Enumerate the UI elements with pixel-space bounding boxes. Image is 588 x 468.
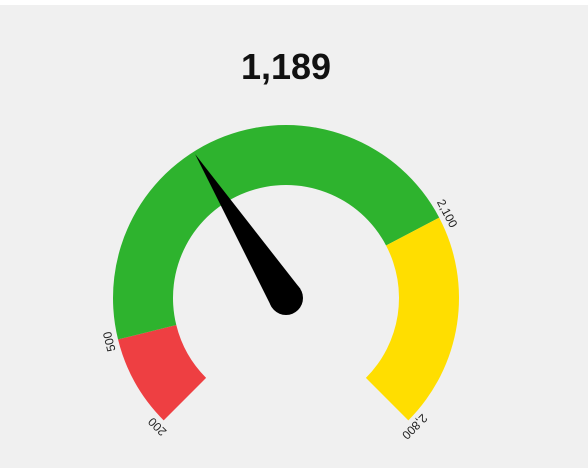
gauge-arcs (112, 124, 459, 421)
gauge-needle-hub (269, 281, 303, 315)
gauge-tick-label: 2,800 (399, 411, 430, 442)
gauge-needle-pointer (195, 154, 301, 308)
gauge-band-good (112, 124, 440, 340)
gauge-needle (195, 154, 303, 315)
gauge-tick-label: 500 (100, 330, 118, 353)
gauge-value-label: 1,189 (241, 46, 331, 87)
gauge-band-bad (118, 325, 207, 421)
gauge-band-warning (365, 217, 459, 421)
gauge-panel (0, 5, 588, 468)
